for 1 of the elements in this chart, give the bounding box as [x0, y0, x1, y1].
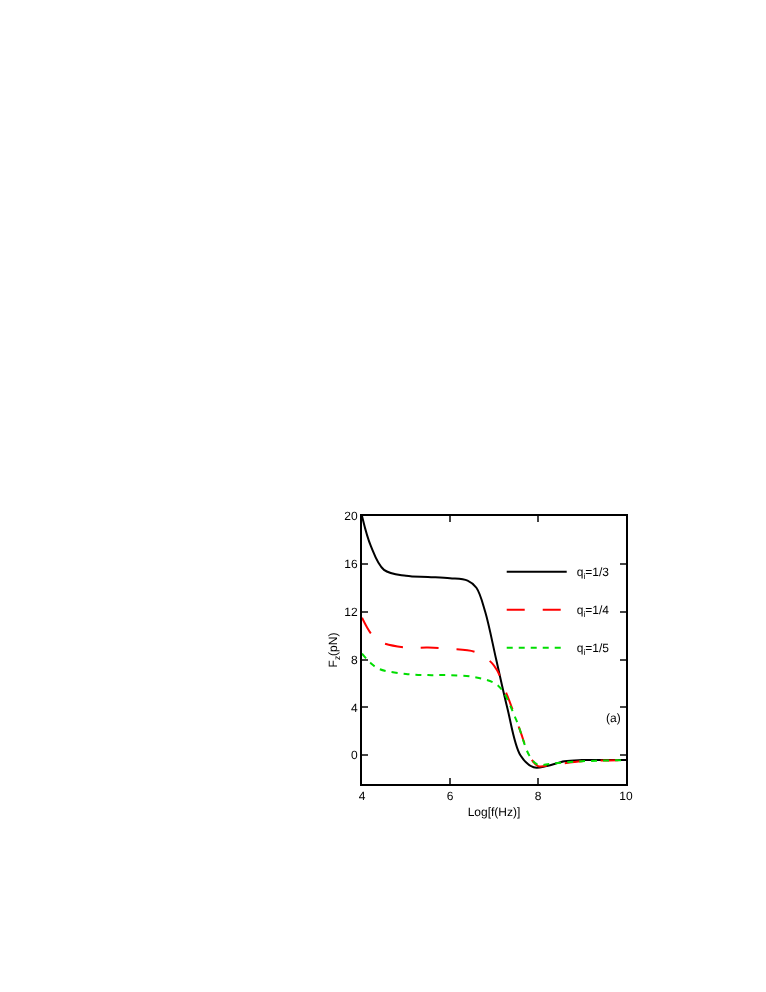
line-series [362, 652, 626, 767]
